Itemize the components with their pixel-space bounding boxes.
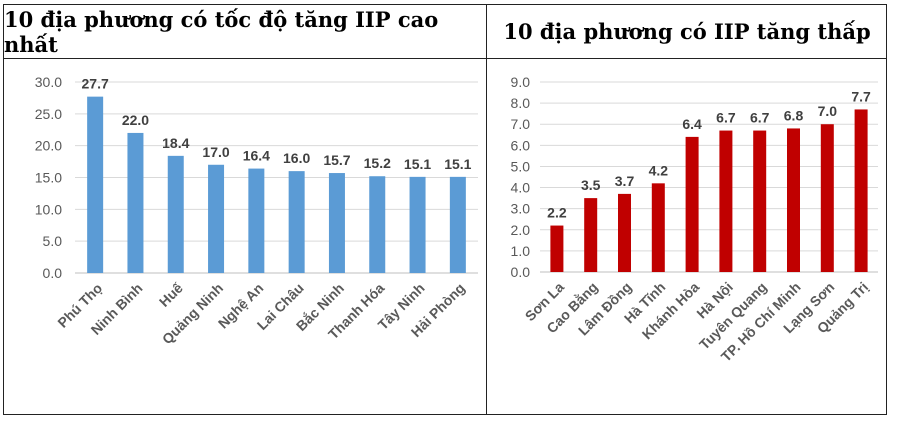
right-value-label: 6.7	[716, 110, 736, 126]
right-y-tick-label: 8.0	[511, 95, 531, 111]
left-y-tick-label: 30.0	[35, 74, 62, 90]
panel-divider	[486, 5, 487, 414]
left-value-label: 15.1	[404, 156, 431, 172]
left-bar	[167, 155, 184, 273]
left-y-tick-label: 25.0	[35, 106, 62, 122]
left-value-label: 16.4	[243, 148, 270, 164]
right-y-tick-label: 4.0	[511, 180, 531, 196]
left-value-label: 27.7	[82, 76, 109, 92]
left-bar	[328, 173, 345, 273]
left-value-label: 16.0	[283, 150, 310, 166]
right-bar	[584, 198, 598, 272]
right-y-tick-label: 7.0	[511, 116, 531, 132]
left-y-tick-label: 10.0	[35, 201, 62, 217]
right-y-tick-label: 9.0	[511, 74, 531, 90]
left-bar	[208, 164, 225, 273]
right-y-tick-label: 2.0	[511, 222, 531, 238]
left-bar	[449, 176, 466, 273]
right-value-label: 2.2	[547, 205, 567, 221]
left-value-label: 22.0	[122, 112, 149, 128]
left-y-tick-label: 5.0	[43, 233, 63, 249]
left-y-tick-label: 0.0	[43, 265, 63, 281]
left-bar	[127, 132, 144, 273]
right-value-label: 7.7	[851, 88, 871, 104]
left-bar	[409, 176, 426, 273]
left-value-label: 15.7	[323, 152, 350, 168]
left-bar	[288, 171, 305, 273]
right-chart-title: 10 địa phương có IIP tăng thấp	[503, 19, 871, 44]
left-y-tick-label: 15.0	[35, 170, 62, 186]
left-category-label: Huế	[156, 280, 186, 310]
right-bar	[550, 225, 564, 272]
left-chart-title: 10 địa phương có tốc độ tăng IIP cao nhấ…	[4, 6, 439, 57]
right-bar	[618, 193, 631, 272]
right-y-tick-label: 1.0	[511, 243, 531, 259]
right-value-label: 7.0	[818, 103, 838, 119]
right-value-label: 3.7	[615, 173, 635, 189]
right-value-label: 4.2	[649, 162, 669, 178]
left-value-label: 17.0	[202, 144, 229, 160]
right-y-tick-label: 3.0	[511, 201, 531, 217]
right-value-label: 6.8	[784, 107, 804, 123]
right-y-tick-label: 6.0	[511, 137, 531, 153]
right-bar	[854, 109, 868, 272]
chart-frame: 10 địa phương có tốc độ tăng IIP cao nhấ…	[3, 4, 887, 415]
right-bar	[719, 130, 733, 272]
left-value-label: 18.4	[162, 135, 189, 151]
right-bar	[685, 136, 699, 272]
right-bar	[820, 124, 834, 272]
right-bar	[651, 183, 665, 272]
left-value-label: 15.2	[364, 155, 391, 171]
right-bar	[753, 130, 767, 272]
left-y-tick-label: 20.0	[35, 138, 62, 154]
right-value-label: 3.5	[581, 177, 601, 193]
left-bar	[87, 96, 104, 273]
right-bar	[787, 128, 800, 272]
title-divider	[4, 58, 886, 59]
left-bar	[248, 168, 265, 273]
right-y-tick-label: 0.0	[511, 264, 531, 280]
right-value-label: 6.4	[682, 116, 702, 132]
left-bar	[369, 176, 386, 273]
right-value-label: 6.7	[750, 110, 770, 126]
left-value-label: 15.1	[444, 156, 471, 172]
right-y-tick-label: 5.0	[511, 158, 531, 174]
